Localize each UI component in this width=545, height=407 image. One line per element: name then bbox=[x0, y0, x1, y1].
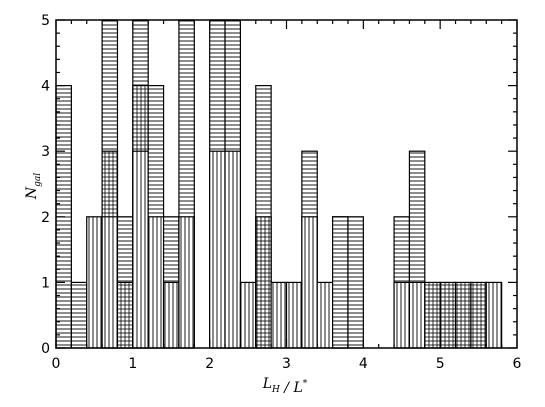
bar-vertical-15 bbox=[285, 281, 303, 349]
bar-horizontal-18 bbox=[332, 216, 349, 349]
bar-vertical-12 bbox=[239, 281, 257, 349]
x-tick-label: 5 bbox=[436, 356, 445, 372]
bar-vertical-28 bbox=[485, 281, 503, 349]
bar-crosshatch-13 bbox=[255, 216, 272, 349]
x-tick-label: 3 bbox=[282, 356, 291, 372]
y-tick-label: 5 bbox=[41, 13, 50, 29]
x-tick-label: 1 bbox=[128, 356, 137, 372]
bar-vertical-22 bbox=[393, 281, 411, 349]
x-tick-label: 2 bbox=[205, 356, 214, 372]
bar-vertical-7 bbox=[162, 281, 180, 349]
x-axis-label: LH / L* bbox=[262, 376, 308, 396]
y-axis-label: Ngal bbox=[24, 173, 43, 200]
x-tick-label: 4 bbox=[359, 356, 368, 372]
bar-vertical-8 bbox=[178, 216, 195, 349]
x-tick-label: 6 bbox=[513, 356, 522, 372]
y-tick-label: 2 bbox=[41, 210, 50, 226]
x-tick-label: 0 bbox=[52, 356, 61, 372]
bars-layer bbox=[55, 19, 503, 349]
bar-vertical-10 bbox=[209, 150, 226, 349]
bar-vertical-5 bbox=[132, 150, 149, 349]
tick-labels: 0 1 2 3 4 5 6 0 1 2 3 4 5 bbox=[41, 13, 521, 372]
y-tick-label: 3 bbox=[41, 144, 50, 160]
bar-crosshatch-27 bbox=[470, 281, 487, 349]
bar-horizontal-19 bbox=[347, 216, 364, 349]
y-tick-label: 4 bbox=[41, 79, 50, 95]
bar-crosshatch-25 bbox=[439, 281, 457, 349]
bar-vertical-17 bbox=[316, 281, 334, 349]
ticks-layer bbox=[55, 19, 518, 349]
bar-crosshatch-24 bbox=[424, 281, 441, 349]
bar-vertical-6 bbox=[147, 216, 165, 349]
bar-vertical-11 bbox=[224, 150, 241, 349]
bar-crosshatch-26 bbox=[454, 281, 472, 349]
y-tick-label: 1 bbox=[41, 275, 50, 291]
bar-vertical-14 bbox=[270, 281, 288, 349]
bar-crosshatch-4 bbox=[116, 281, 134, 349]
bar-vertical-3 bbox=[101, 216, 119, 349]
bar-vertical-16 bbox=[301, 216, 318, 349]
y-tick-label: 0 bbox=[41, 341, 50, 357]
bar-horizontal-1 bbox=[70, 281, 88, 349]
bar-vertical-23 bbox=[408, 281, 426, 349]
bar-vertical-2 bbox=[86, 216, 103, 349]
